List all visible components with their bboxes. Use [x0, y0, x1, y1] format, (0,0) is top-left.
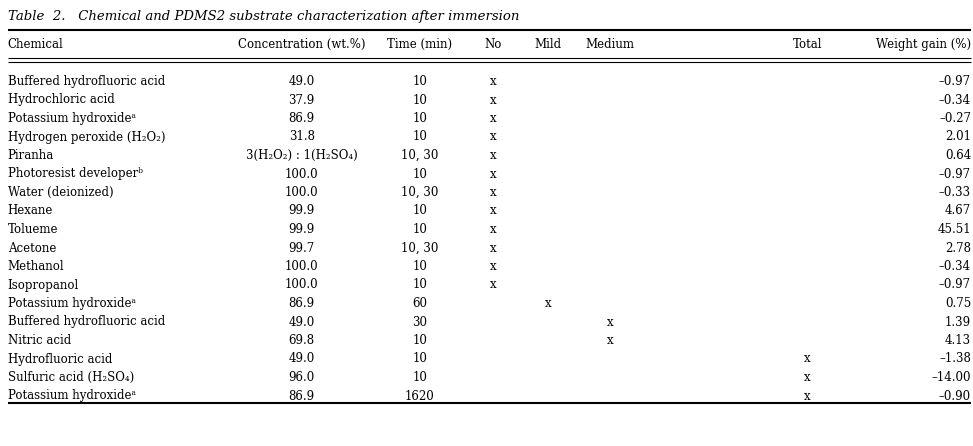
Text: 10, 30: 10, 30: [401, 149, 439, 162]
Text: –0.34: –0.34: [939, 260, 971, 273]
Text: Piranha: Piranha: [8, 149, 54, 162]
Text: x: x: [489, 75, 496, 88]
Text: 31.8: 31.8: [289, 131, 314, 144]
Text: 86.9: 86.9: [289, 389, 314, 402]
Text: –0.97: –0.97: [939, 75, 971, 88]
Text: x: x: [489, 260, 496, 273]
Text: x: x: [489, 168, 496, 181]
Text: x: x: [489, 131, 496, 144]
Text: Nitric acid: Nitric acid: [8, 334, 71, 347]
Text: Photoresist developerᵇ: Photoresist developerᵇ: [8, 168, 143, 181]
Text: 99.7: 99.7: [289, 241, 314, 255]
Text: 10: 10: [413, 334, 427, 347]
Text: x: x: [545, 297, 552, 310]
Text: Chemical: Chemical: [8, 38, 63, 51]
Text: x: x: [489, 223, 496, 236]
Text: 86.9: 86.9: [289, 297, 314, 310]
Text: x: x: [805, 352, 811, 366]
Text: Hydrochloric acid: Hydrochloric acid: [8, 94, 115, 107]
Text: Potassium hydroxideᵃ: Potassium hydroxideᵃ: [8, 112, 136, 125]
Text: 10: 10: [413, 278, 427, 292]
Text: x: x: [489, 205, 496, 218]
Text: Sulfuric acid (H₂SO₄): Sulfuric acid (H₂SO₄): [8, 371, 134, 384]
Text: 49.0: 49.0: [289, 315, 314, 329]
Text: 100.0: 100.0: [285, 168, 318, 181]
Text: Hydrofluoric acid: Hydrofluoric acid: [8, 352, 112, 366]
Text: 10: 10: [413, 260, 427, 273]
Text: x: x: [489, 186, 496, 199]
Text: 10: 10: [413, 205, 427, 218]
Text: 99.9: 99.9: [289, 223, 314, 236]
Text: –0.34: –0.34: [939, 94, 971, 107]
Text: Buffered hydrofluoric acid: Buffered hydrofluoric acid: [8, 75, 165, 88]
Text: 1620: 1620: [405, 389, 435, 402]
Text: 10: 10: [413, 131, 427, 144]
Text: 100.0: 100.0: [285, 278, 318, 292]
Text: 96.0: 96.0: [289, 371, 314, 384]
Text: 49.0: 49.0: [289, 75, 314, 88]
Text: Potassium hydroxideᵃ: Potassium hydroxideᵃ: [8, 389, 136, 402]
Text: x: x: [607, 315, 613, 329]
Text: –0.27: –0.27: [939, 112, 971, 125]
Text: Tolueme: Tolueme: [8, 223, 58, 236]
Text: Methanol: Methanol: [8, 260, 64, 273]
Text: 10: 10: [413, 352, 427, 366]
Text: x: x: [607, 334, 613, 347]
Text: Total: Total: [793, 38, 822, 51]
Text: 100.0: 100.0: [285, 260, 318, 273]
Text: 0.64: 0.64: [945, 149, 971, 162]
Text: Medium: Medium: [586, 38, 634, 51]
Text: 45.51: 45.51: [937, 223, 971, 236]
Text: 4.13: 4.13: [945, 334, 971, 347]
Text: 69.8: 69.8: [289, 334, 314, 347]
Text: 2.78: 2.78: [945, 241, 971, 255]
Text: 10: 10: [413, 94, 427, 107]
Text: –0.97: –0.97: [939, 168, 971, 181]
Text: Isopropanol: Isopropanol: [8, 278, 79, 292]
Text: 1.39: 1.39: [945, 315, 971, 329]
Text: x: x: [489, 149, 496, 162]
Text: 4.67: 4.67: [945, 205, 971, 218]
Text: 10: 10: [413, 112, 427, 125]
Text: 49.0: 49.0: [289, 352, 314, 366]
Text: No: No: [485, 38, 501, 51]
Text: 10: 10: [413, 371, 427, 384]
Text: Acetone: Acetone: [8, 241, 56, 255]
Text: 3(H₂O₂) : 1(H₂SO₄): 3(H₂O₂) : 1(H₂SO₄): [246, 149, 357, 162]
Text: x: x: [489, 278, 496, 292]
Text: –1.38: –1.38: [939, 352, 971, 366]
Text: Mild: Mild: [535, 38, 561, 51]
Text: 10, 30: 10, 30: [401, 186, 439, 199]
Text: Weight gain (%): Weight gain (%): [876, 38, 971, 51]
Text: –0.90: –0.90: [939, 389, 971, 402]
Text: 0.75: 0.75: [945, 297, 971, 310]
Text: 100.0: 100.0: [285, 186, 318, 199]
Text: 37.9: 37.9: [289, 94, 314, 107]
Text: Water (deionized): Water (deionized): [8, 186, 114, 199]
Text: x: x: [805, 389, 811, 402]
Text: 10: 10: [413, 223, 427, 236]
Text: x: x: [805, 371, 811, 384]
Text: –14.00: –14.00: [931, 371, 971, 384]
Text: x: x: [489, 241, 496, 255]
Text: Table  2.   Chemical and PDMS2 substrate characterization after immersion: Table 2. Chemical and PDMS2 substrate ch…: [8, 10, 520, 23]
Text: Buffered hydrofluoric acid: Buffered hydrofluoric acid: [8, 315, 165, 329]
Text: 10: 10: [413, 168, 427, 181]
Text: 30: 30: [413, 315, 427, 329]
Text: –0.33: –0.33: [939, 186, 971, 199]
Text: 10: 10: [413, 75, 427, 88]
Text: 86.9: 86.9: [289, 112, 314, 125]
Text: –0.97: –0.97: [939, 278, 971, 292]
Text: 60: 60: [413, 297, 427, 310]
Text: 10, 30: 10, 30: [401, 241, 439, 255]
Text: 2.01: 2.01: [945, 131, 971, 144]
Text: x: x: [489, 94, 496, 107]
Text: Concentration (wt.%): Concentration (wt.%): [237, 38, 366, 51]
Text: Hydrogen peroxide (H₂O₂): Hydrogen peroxide (H₂O₂): [8, 131, 165, 144]
Text: Potassium hydroxideᵃ: Potassium hydroxideᵃ: [8, 297, 136, 310]
Text: Hexane: Hexane: [8, 205, 54, 218]
Text: Time (min): Time (min): [387, 38, 452, 51]
Text: 99.9: 99.9: [289, 205, 314, 218]
Text: x: x: [489, 112, 496, 125]
